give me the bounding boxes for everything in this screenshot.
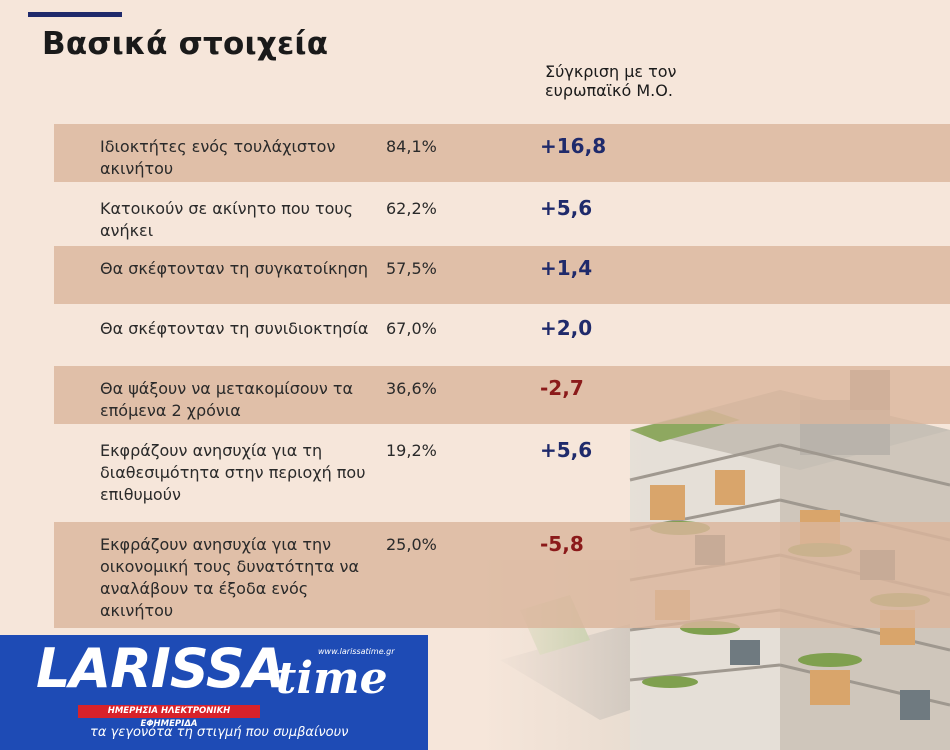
row-percent: 36,6% [386,379,437,398]
row-percent: 57,5% [386,259,437,278]
row-percent: 25,0% [386,535,437,554]
row-delta: +2,0 [540,316,593,340]
table-row: Κατοικούν σε ακίνητο που τους ανήκει 62,… [54,186,950,244]
table-row: Εκφράζουν ανησυχία για την οικονομική το… [54,522,950,628]
logo-url: www.larissatime.gr [318,647,395,656]
row-delta: +5,6 [540,438,593,462]
row-delta: -2,7 [540,376,584,400]
logo-tagline: ΗΜΕΡΗΣΙΑ ΗΛΕΚΤΡΟΝΙΚΗ ΕΦΗΜΕΡΙΔΑ [78,705,260,729]
accent-bar [28,12,122,17]
row-percent: 62,2% [386,199,437,218]
page-title: Βασικά στοιχεία [42,26,329,62]
row-label: Θα σκέφτονταν τη συνιδιοκτησία [100,319,369,338]
row-percent: 19,2% [386,441,437,460]
comparison-column-header: Σύγκριση με τον ευρωπαϊκό Μ.Ο. [545,62,677,100]
row-label: Θα ψάξουν να μετακομίσουν τα επόμενα 2 χ… [100,379,354,420]
table-row: Θα ψάξουν να μετακομίσουν τα επόμενα 2 χ… [54,366,950,424]
row-delta: +1,4 [540,256,593,280]
row-percent: 67,0% [386,319,437,338]
row-delta: -5,8 [540,532,584,556]
row-label: Ιδιοκτήτες ενός τουλάχιστον ακινήτου [100,137,336,178]
row-label: Εκφράζουν ανησυχία για την οικονομική το… [100,535,360,620]
row-delta: +5,6 [540,196,593,220]
table-row: Θα σκέφτονταν τη συγκατοίκηση 57,5% +1,4 [54,246,950,304]
logo-wordmark-script: time [276,653,388,704]
table-row: Ιδιοκτήτες ενός τουλάχιστον ακινήτου 84,… [54,124,950,182]
row-label: Κατοικούν σε ακίνητο που τους ανήκει [100,199,354,240]
logo-slogan: τα γεγονότα τη στιγμή που συμβαίνουν [90,725,349,740]
row-label: Εκφράζουν ανησυχία για τη διαθεσιμότητα … [100,441,366,504]
table-row: Εκφράζουν ανησυχία για τη διαθεσιμότητα … [54,428,950,512]
row-delta: +16,8 [540,134,607,158]
larissatime-logo: LARISSA time www.larissatime.gr ΗΜΕΡΗΣΙΑ… [0,635,428,750]
row-percent: 84,1% [386,137,437,156]
row-label: Θα σκέφτονταν τη συγκατοίκηση [100,259,368,278]
table-row: Θα σκέφτονταν τη συνιδιοκτησία 67,0% +2,… [54,306,950,364]
logo-wordmark: LARISSA [36,637,286,700]
